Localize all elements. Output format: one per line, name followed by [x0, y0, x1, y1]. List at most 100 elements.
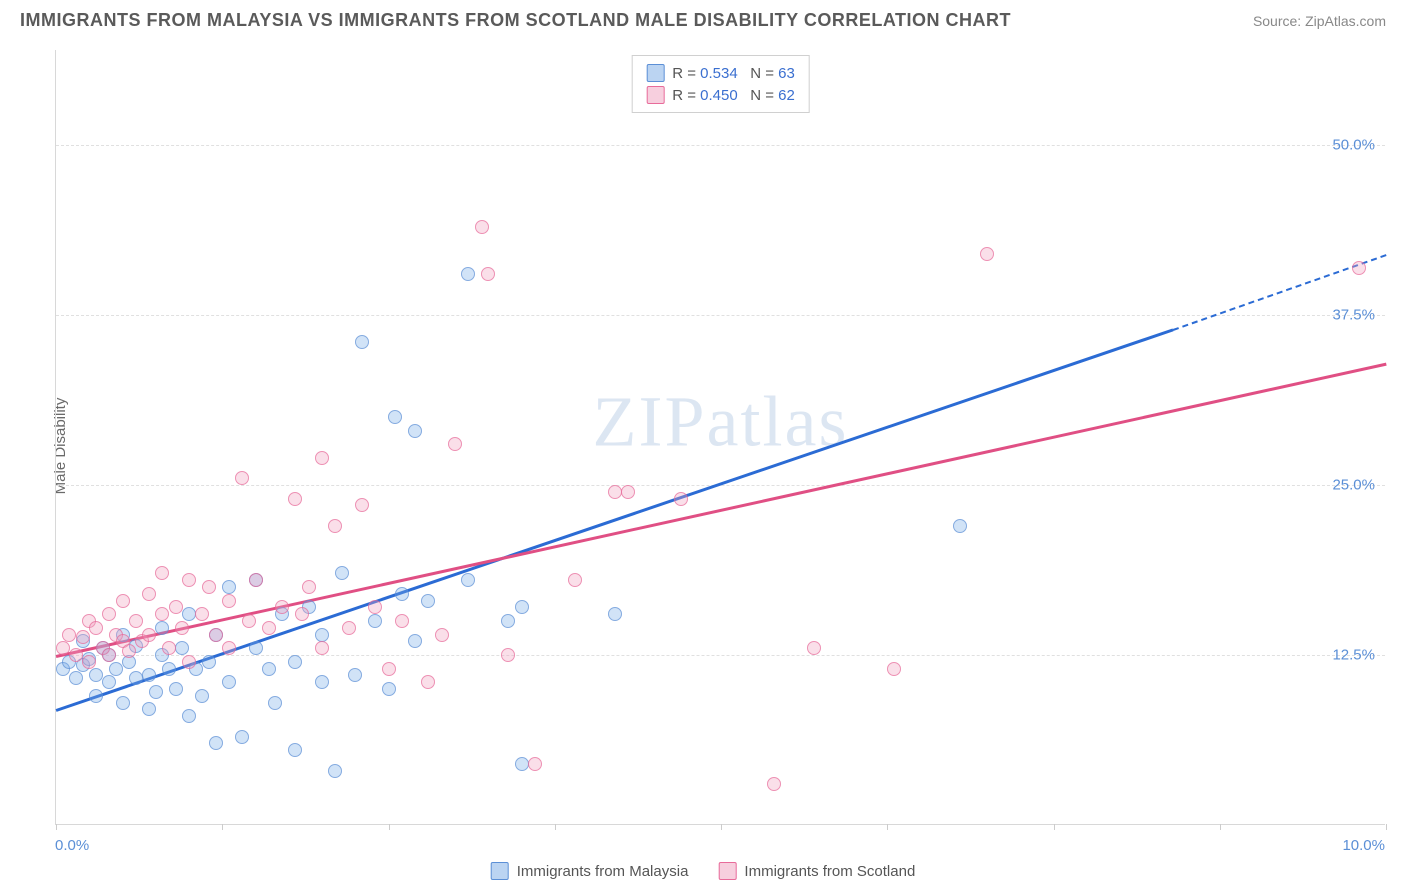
correlation-stats: R = 0.450 N = 62 — [672, 87, 795, 104]
data-point — [348, 668, 362, 682]
data-point — [169, 682, 183, 696]
scatter-chart: ZIPatlas R = 0.534 N = 63 R = 0.450 N = 6… — [55, 50, 1385, 825]
data-point — [388, 410, 402, 424]
data-point — [767, 777, 781, 791]
data-point — [182, 573, 196, 587]
watermark: ZIPatlas — [593, 380, 849, 463]
data-point — [242, 614, 256, 628]
data-point — [142, 587, 156, 601]
data-point — [222, 675, 236, 689]
data-point — [175, 621, 189, 635]
data-point — [382, 682, 396, 696]
data-point — [142, 628, 156, 642]
data-point — [155, 621, 169, 635]
swatch-icon — [646, 86, 664, 104]
correlation-stats: R = 0.534 N = 63 — [672, 65, 795, 82]
data-point — [408, 634, 422, 648]
x-tick — [721, 824, 722, 830]
x-axis-max-label: 10.0% — [1342, 837, 1385, 854]
data-point — [515, 757, 529, 771]
data-point — [69, 648, 83, 662]
x-tick — [56, 824, 57, 830]
source-attribution: Source: ZipAtlas.com — [1253, 13, 1386, 29]
data-point — [116, 594, 130, 608]
x-tick — [389, 824, 390, 830]
data-point — [69, 671, 83, 685]
data-point — [76, 630, 90, 644]
data-point — [169, 600, 183, 614]
data-point — [182, 655, 196, 669]
data-point — [62, 628, 76, 642]
y-tick-label: 50.0% — [1332, 137, 1375, 154]
data-point — [315, 641, 329, 655]
data-point — [222, 580, 236, 594]
data-point — [288, 743, 302, 757]
data-point — [461, 573, 475, 587]
swatch-icon — [491, 862, 509, 880]
data-point — [155, 566, 169, 580]
data-point — [382, 662, 396, 676]
swatch-icon — [718, 862, 736, 880]
data-point — [209, 736, 223, 750]
data-point — [408, 424, 422, 438]
data-point — [249, 641, 263, 655]
data-point — [142, 668, 156, 682]
data-point — [315, 675, 329, 689]
legend-label: Immigrants from Malaysia — [517, 863, 689, 880]
data-point — [129, 671, 143, 685]
data-point — [195, 607, 209, 621]
data-point — [182, 709, 196, 723]
x-tick — [1054, 824, 1055, 830]
data-point — [262, 621, 276, 635]
data-point — [82, 655, 96, 669]
data-point — [302, 580, 316, 594]
data-point — [887, 662, 901, 676]
data-point — [421, 675, 435, 689]
data-point — [288, 655, 302, 669]
legend-item-malaysia: Immigrants from Malaysia — [491, 862, 689, 880]
data-point — [162, 641, 176, 655]
x-tick — [555, 824, 556, 830]
data-point — [608, 485, 622, 499]
data-point — [435, 628, 449, 642]
series-legend: Immigrants from Malaysia Immigrants from… — [491, 862, 916, 880]
correlation-legend: R = 0.534 N = 63 R = 0.450 N = 62 — [631, 55, 810, 113]
data-point — [328, 519, 342, 533]
data-point — [175, 641, 189, 655]
x-tick — [222, 824, 223, 830]
data-point — [501, 614, 515, 628]
data-point — [89, 668, 103, 682]
data-point — [461, 267, 475, 281]
data-point — [235, 471, 249, 485]
data-point — [102, 675, 116, 689]
data-point — [342, 621, 356, 635]
data-point — [56, 641, 70, 655]
data-point — [288, 492, 302, 506]
data-point — [235, 730, 249, 744]
x-tick — [1386, 824, 1387, 830]
data-point — [149, 685, 163, 699]
data-point — [142, 702, 156, 716]
data-point — [1352, 261, 1366, 275]
data-point — [275, 600, 289, 614]
y-tick-label: 25.0% — [1332, 477, 1375, 494]
data-point — [162, 662, 176, 676]
data-point — [202, 580, 216, 594]
data-point — [481, 267, 495, 281]
trend-line — [56, 363, 1387, 658]
x-tick — [1220, 824, 1221, 830]
data-point — [515, 600, 529, 614]
data-point — [328, 764, 342, 778]
data-point — [195, 689, 209, 703]
data-point — [89, 621, 103, 635]
data-point — [448, 437, 462, 451]
x-tick — [887, 824, 888, 830]
data-point — [674, 492, 688, 506]
data-point — [501, 648, 515, 662]
data-point — [222, 641, 236, 655]
data-point — [528, 757, 542, 771]
data-point — [155, 607, 169, 621]
data-point — [568, 573, 582, 587]
gridline-h — [56, 315, 1385, 316]
gridline-h — [56, 485, 1385, 486]
